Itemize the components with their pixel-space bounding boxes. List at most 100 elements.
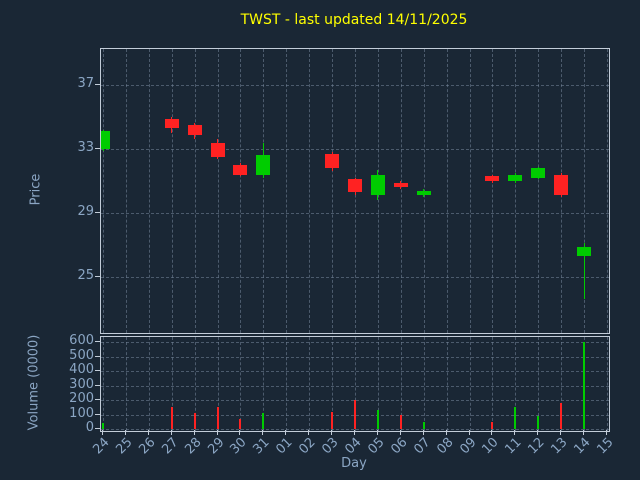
grid-line-vertical: [309, 337, 311, 431]
price-tick-label: 37: [77, 76, 94, 91]
grid-line-vertical: [515, 337, 517, 431]
volume-bar: [583, 342, 586, 429]
candle-body: [577, 246, 592, 257]
candle-body: [416, 190, 431, 196]
grid-line-vertical: [538, 337, 540, 431]
price-axis-label: Price: [28, 173, 44, 206]
price-plot: [100, 48, 610, 334]
candle-body: [370, 174, 385, 196]
grid-line-vertical: [538, 49, 540, 333]
grid-line-vertical: [332, 337, 334, 431]
volume-bar: [216, 407, 219, 429]
volume-bar: [193, 413, 196, 429]
grid-line-vertical: [286, 49, 288, 333]
grid-line-horizontal: [101, 356, 609, 358]
grid-line-vertical: [492, 337, 494, 431]
grid-line-vertical: [332, 49, 334, 333]
volume-tick-label: 600: [69, 333, 94, 348]
grid-line-vertical: [446, 337, 448, 431]
grid-line-vertical: [263, 49, 265, 333]
grid-line-horizontal: [101, 429, 609, 430]
grid-line-vertical: [217, 49, 219, 333]
volume-tick-label: 300: [69, 376, 94, 392]
volume-bar: [537, 415, 540, 429]
grid-line-vertical: [125, 49, 127, 333]
grid-line-horizontal: [101, 371, 609, 372]
grid-line-vertical: [469, 337, 471, 431]
grid-line-vertical: [400, 49, 402, 333]
candle-body: [164, 118, 179, 129]
grid-line-vertical: [446, 49, 448, 333]
grid-line-vertical: [240, 337, 242, 431]
grid-line-vertical: [240, 49, 242, 333]
grid-line-vertical: [171, 337, 173, 431]
volume-tick-label: 500: [69, 347, 94, 363]
grid-line-vertical: [355, 337, 356, 431]
grid-line-vertical: [194, 337, 196, 431]
candle-body: [393, 182, 408, 188]
grid-line-vertical: [263, 337, 265, 431]
candle-body: [485, 176, 500, 181]
volume-bar: [239, 418, 242, 429]
volume-bar: [491, 421, 494, 429]
volume-bar: [399, 414, 402, 429]
volume-bar: [354, 400, 356, 429]
candle-wick: [583, 243, 585, 300]
price-tick-label: 25: [77, 268, 94, 283]
grid-line-vertical: [469, 49, 471, 333]
candle-body: [256, 155, 271, 175]
grid-line-vertical: [377, 337, 379, 431]
grid-line-vertical: [492, 49, 494, 333]
candle-body: [187, 125, 202, 135]
candle-body: [348, 179, 362, 193]
volume-bar: [560, 402, 563, 429]
grid-line-vertical: [148, 49, 150, 333]
grid-line-horizontal: [101, 213, 609, 214]
grid-line-vertical: [217, 337, 219, 431]
volume-plot: [100, 336, 610, 432]
volume-tick-label: 0: [85, 420, 94, 435]
grid-line-vertical: [515, 49, 517, 333]
x-axis-label: Day: [341, 456, 367, 471]
volume-tick-label: 200: [69, 391, 94, 406]
grid-line-horizontal: [101, 277, 609, 278]
grid-line-vertical: [561, 337, 563, 431]
grid-line-vertical: [400, 337, 402, 431]
volume-bar: [170, 407, 173, 429]
grid-line-vertical: [309, 49, 311, 333]
grid-line-vertical: [194, 49, 196, 333]
volume-axis-label: Volume (0000): [26, 334, 42, 431]
chart-title: TWST - last updated 14/11/2025: [240, 12, 468, 28]
candle-body: [210, 142, 225, 157]
grid-line-vertical: [103, 337, 104, 431]
price-tick-label: 33: [77, 140, 94, 155]
volume-bar: [514, 407, 517, 429]
candle-body: [508, 174, 523, 181]
volume-bar: [102, 423, 104, 429]
grid-line-horizontal: [101, 385, 609, 387]
grid-line-horizontal: [101, 85, 609, 86]
candle-body: [101, 131, 110, 149]
volume-bar: [376, 410, 379, 429]
grid-line-vertical: [171, 49, 173, 333]
candle-body: [233, 165, 248, 175]
volume-tick-label: 100: [69, 405, 94, 421]
grid-line-horizontal: [101, 342, 609, 343]
candle-body: [554, 174, 569, 196]
grid-line-vertical: [584, 49, 586, 333]
grid-line-horizontal: [101, 149, 609, 150]
grid-line-vertical: [148, 337, 150, 431]
grid-line-vertical: [607, 337, 608, 431]
price-tick-label: 29: [77, 204, 94, 219]
grid-line-vertical: [286, 337, 288, 431]
grid-line-vertical: [607, 49, 608, 333]
candle-body: [531, 168, 546, 178]
volume-bar: [262, 413, 265, 429]
volume-bar: [422, 421, 425, 429]
grid-line-vertical: [423, 337, 425, 431]
grid-line-vertical: [125, 337, 127, 431]
grid-line-vertical: [103, 49, 104, 333]
candle-body: [325, 153, 340, 169]
volume-tick-label: 400: [69, 362, 94, 377]
